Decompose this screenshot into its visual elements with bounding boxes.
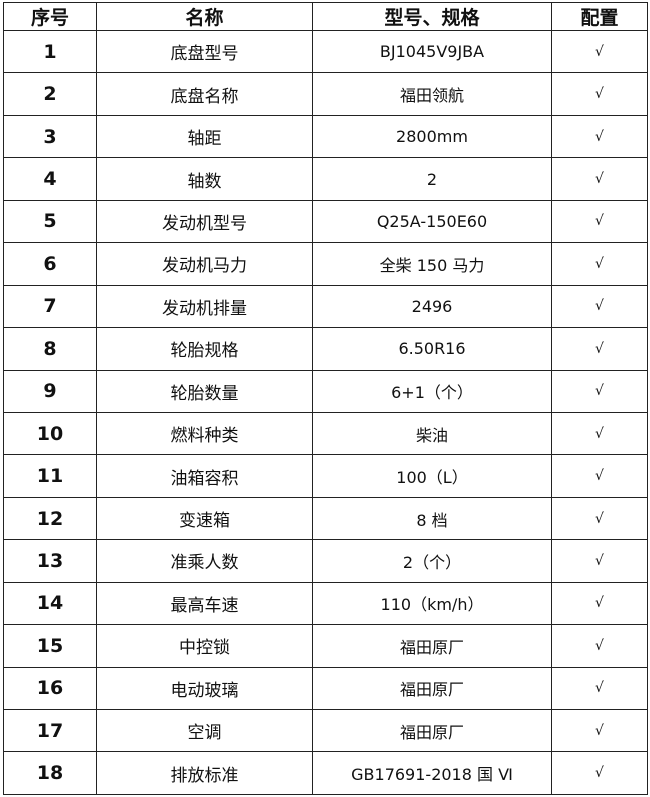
cell-index: 6 xyxy=(3,242,97,286)
table-row: 17 空调 福田原厂 √ xyxy=(3,708,648,753)
cell-name: 轴距 xyxy=(96,114,313,159)
cell-spec: 柴油 xyxy=(312,411,552,456)
cell-name: 发动机排量 xyxy=(96,284,313,329)
cell-name: 排放标准 xyxy=(96,751,313,795)
config-check-cell: √ xyxy=(551,284,648,329)
config-check-cell: √ xyxy=(551,454,648,498)
cell-index: 18 xyxy=(3,751,97,795)
cell-index: 11 xyxy=(3,454,97,498)
table-row: 9 轮胎数量 6+1（个） √ xyxy=(3,369,648,413)
table-row: 5 发动机型号 Q25A-150E60 √ xyxy=(3,199,648,244)
table-row: 2 底盘名称 福田领航 √ xyxy=(3,72,648,116)
header-index: 序号 xyxy=(3,2,97,31)
header-config: 配置 xyxy=(551,2,648,31)
cell-name: 空调 xyxy=(96,708,313,753)
cell-name: 最高车速 xyxy=(96,581,313,626)
cell-index: 3 xyxy=(3,114,97,159)
cell-spec: GB17691-2018 国 Ⅵ xyxy=(312,751,552,795)
table-row: 3 轴距 2800mm √ xyxy=(3,114,648,159)
cell-spec: 2（个） xyxy=(312,539,552,583)
table-row: 10 燃料种类 柴油 √ xyxy=(3,411,648,456)
cell-index: 12 xyxy=(3,496,97,541)
cell-index: 10 xyxy=(3,411,97,456)
table-row: 11 油箱容积 100（L） √ xyxy=(3,454,648,498)
table-row: 13 准乘人数 2（个） √ xyxy=(3,539,648,583)
cell-spec: 2496 xyxy=(312,284,552,329)
cell-spec: 6.50R16 xyxy=(312,327,552,371)
config-check-cell: √ xyxy=(551,369,648,413)
cell-spec: 6+1（个） xyxy=(312,369,552,413)
cell-index: 2 xyxy=(3,72,97,116)
cell-index: 15 xyxy=(3,624,97,668)
config-check-cell: √ xyxy=(551,751,648,795)
cell-name: 燃料种类 xyxy=(96,411,313,456)
cell-index: 16 xyxy=(3,666,97,711)
cell-spec: Q25A-150E60 xyxy=(312,199,552,244)
config-check-cell: √ xyxy=(551,708,648,753)
cell-name: 轴数 xyxy=(96,157,313,201)
config-check-cell: √ xyxy=(551,242,648,286)
cell-name: 发动机型号 xyxy=(96,199,313,244)
table-row: 14 最高车速 110（km/h） √ xyxy=(3,581,648,626)
cell-spec: 8 档 xyxy=(312,496,552,541)
table-row: 1 底盘型号 BJ1045V9JBA √ xyxy=(3,29,648,74)
config-check-cell: √ xyxy=(551,666,648,711)
cell-index: 5 xyxy=(3,199,97,244)
table-row: 8 轮胎规格 6.50R16 √ xyxy=(3,327,648,371)
cell-spec: 110（km/h） xyxy=(312,581,552,626)
cell-spec: 福田原厂 xyxy=(312,666,552,711)
cell-name: 底盘名称 xyxy=(96,72,313,116)
config-check-cell: √ xyxy=(551,411,648,456)
cell-spec: 2800mm xyxy=(312,114,552,159)
config-check-cell: √ xyxy=(551,29,648,74)
cell-spec: 2 xyxy=(312,157,552,201)
config-check-cell: √ xyxy=(551,157,648,201)
config-check-cell: √ xyxy=(551,114,648,159)
cell-spec: 100（L） xyxy=(312,454,552,498)
config-check-cell: √ xyxy=(551,496,648,541)
cell-spec: BJ1045V9JBA xyxy=(312,29,552,74)
table-row: 4 轴数 2 √ xyxy=(3,157,648,201)
config-check-cell: √ xyxy=(551,581,648,626)
cell-spec: 福田原厂 xyxy=(312,624,552,668)
cell-index: 1 xyxy=(3,29,97,74)
cell-index: 14 xyxy=(3,581,97,626)
table-row: 7 发动机排量 2496 √ xyxy=(3,284,648,329)
cell-spec: 福田领航 xyxy=(312,72,552,116)
cell-spec: 全柴 150 马力 xyxy=(312,242,552,286)
table-row: 18 排放标准 GB17691-2018 国 Ⅵ √ xyxy=(3,751,648,795)
cell-index: 8 xyxy=(3,327,97,371)
config-check-cell: √ xyxy=(551,539,648,583)
cell-name: 电动玻璃 xyxy=(96,666,313,711)
cell-index: 9 xyxy=(3,369,97,413)
cell-name: 中控锁 xyxy=(96,624,313,668)
cell-name: 底盘型号 xyxy=(96,29,313,74)
cell-name: 油箱容积 xyxy=(96,454,313,498)
table-row: 6 发动机马力 全柴 150 马力 √ xyxy=(3,242,648,286)
cell-name: 准乘人数 xyxy=(96,539,313,583)
header-spec: 型号、规格 xyxy=(312,2,552,31)
table-row: 16 电动玻璃 福田原厂 √ xyxy=(3,666,648,711)
cell-spec: 福田原厂 xyxy=(312,708,552,753)
cell-index: 17 xyxy=(3,708,97,753)
header-row: 序号 名称 型号、规格 配置 xyxy=(3,2,648,31)
spec-table: 序号 名称 型号、规格 配置 1 底盘型号 BJ1045V9JBA √ 2 底盘名称 福田领… xyxy=(3,2,648,795)
cell-name: 变速箱 xyxy=(96,496,313,541)
header-name: 名称 xyxy=(96,2,313,31)
config-check-cell: √ xyxy=(551,199,648,244)
config-check-cell: √ xyxy=(551,327,648,371)
cell-name: 轮胎规格 xyxy=(96,327,313,371)
cell-index: 13 xyxy=(3,539,97,583)
config-check-cell: √ xyxy=(551,72,648,116)
config-check-cell: √ xyxy=(551,624,648,668)
cell-index: 4 xyxy=(3,157,97,201)
cell-name: 轮胎数量 xyxy=(96,369,313,413)
cell-index: 7 xyxy=(3,284,97,329)
table-row: 15 中控锁 福田原厂 √ xyxy=(3,624,648,668)
table-row: 12 变速箱 8 档 √ xyxy=(3,496,648,541)
cell-name: 发动机马力 xyxy=(96,242,313,286)
